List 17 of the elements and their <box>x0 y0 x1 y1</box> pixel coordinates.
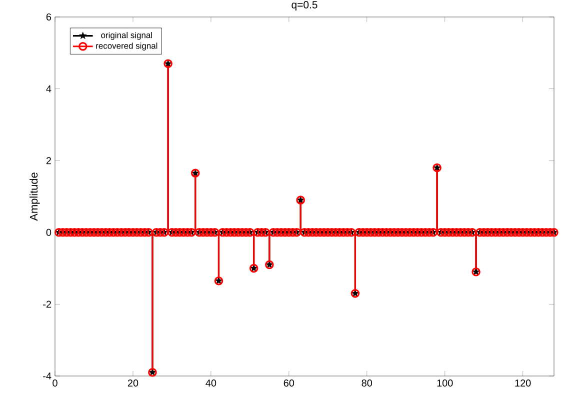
legend-label: recovered signal <box>96 42 158 50</box>
y-tick-label: 6 <box>46 13 52 21</box>
x-tick-label: 60 <box>284 380 294 387</box>
x-tick-label: 80 <box>362 380 372 387</box>
y-tick-label: -4 <box>43 372 52 380</box>
x-tick-label: 0 <box>52 380 58 387</box>
y-tick-label: -2 <box>43 300 51 308</box>
legend-label: original signal <box>101 32 152 40</box>
chart-title: q=0.5 <box>292 1 318 10</box>
x-tick-label: 120 <box>515 380 531 387</box>
x-tick-label: 40 <box>206 380 216 387</box>
y-tick-label: 0 <box>46 228 52 236</box>
y-axis-title: Amplitude <box>30 172 40 221</box>
x-tick-label: 20 <box>128 380 138 387</box>
y-tick-label: 4 <box>46 85 52 92</box>
x-tick-label: 100 <box>437 380 453 387</box>
y-tick-label: 2 <box>46 157 51 164</box>
